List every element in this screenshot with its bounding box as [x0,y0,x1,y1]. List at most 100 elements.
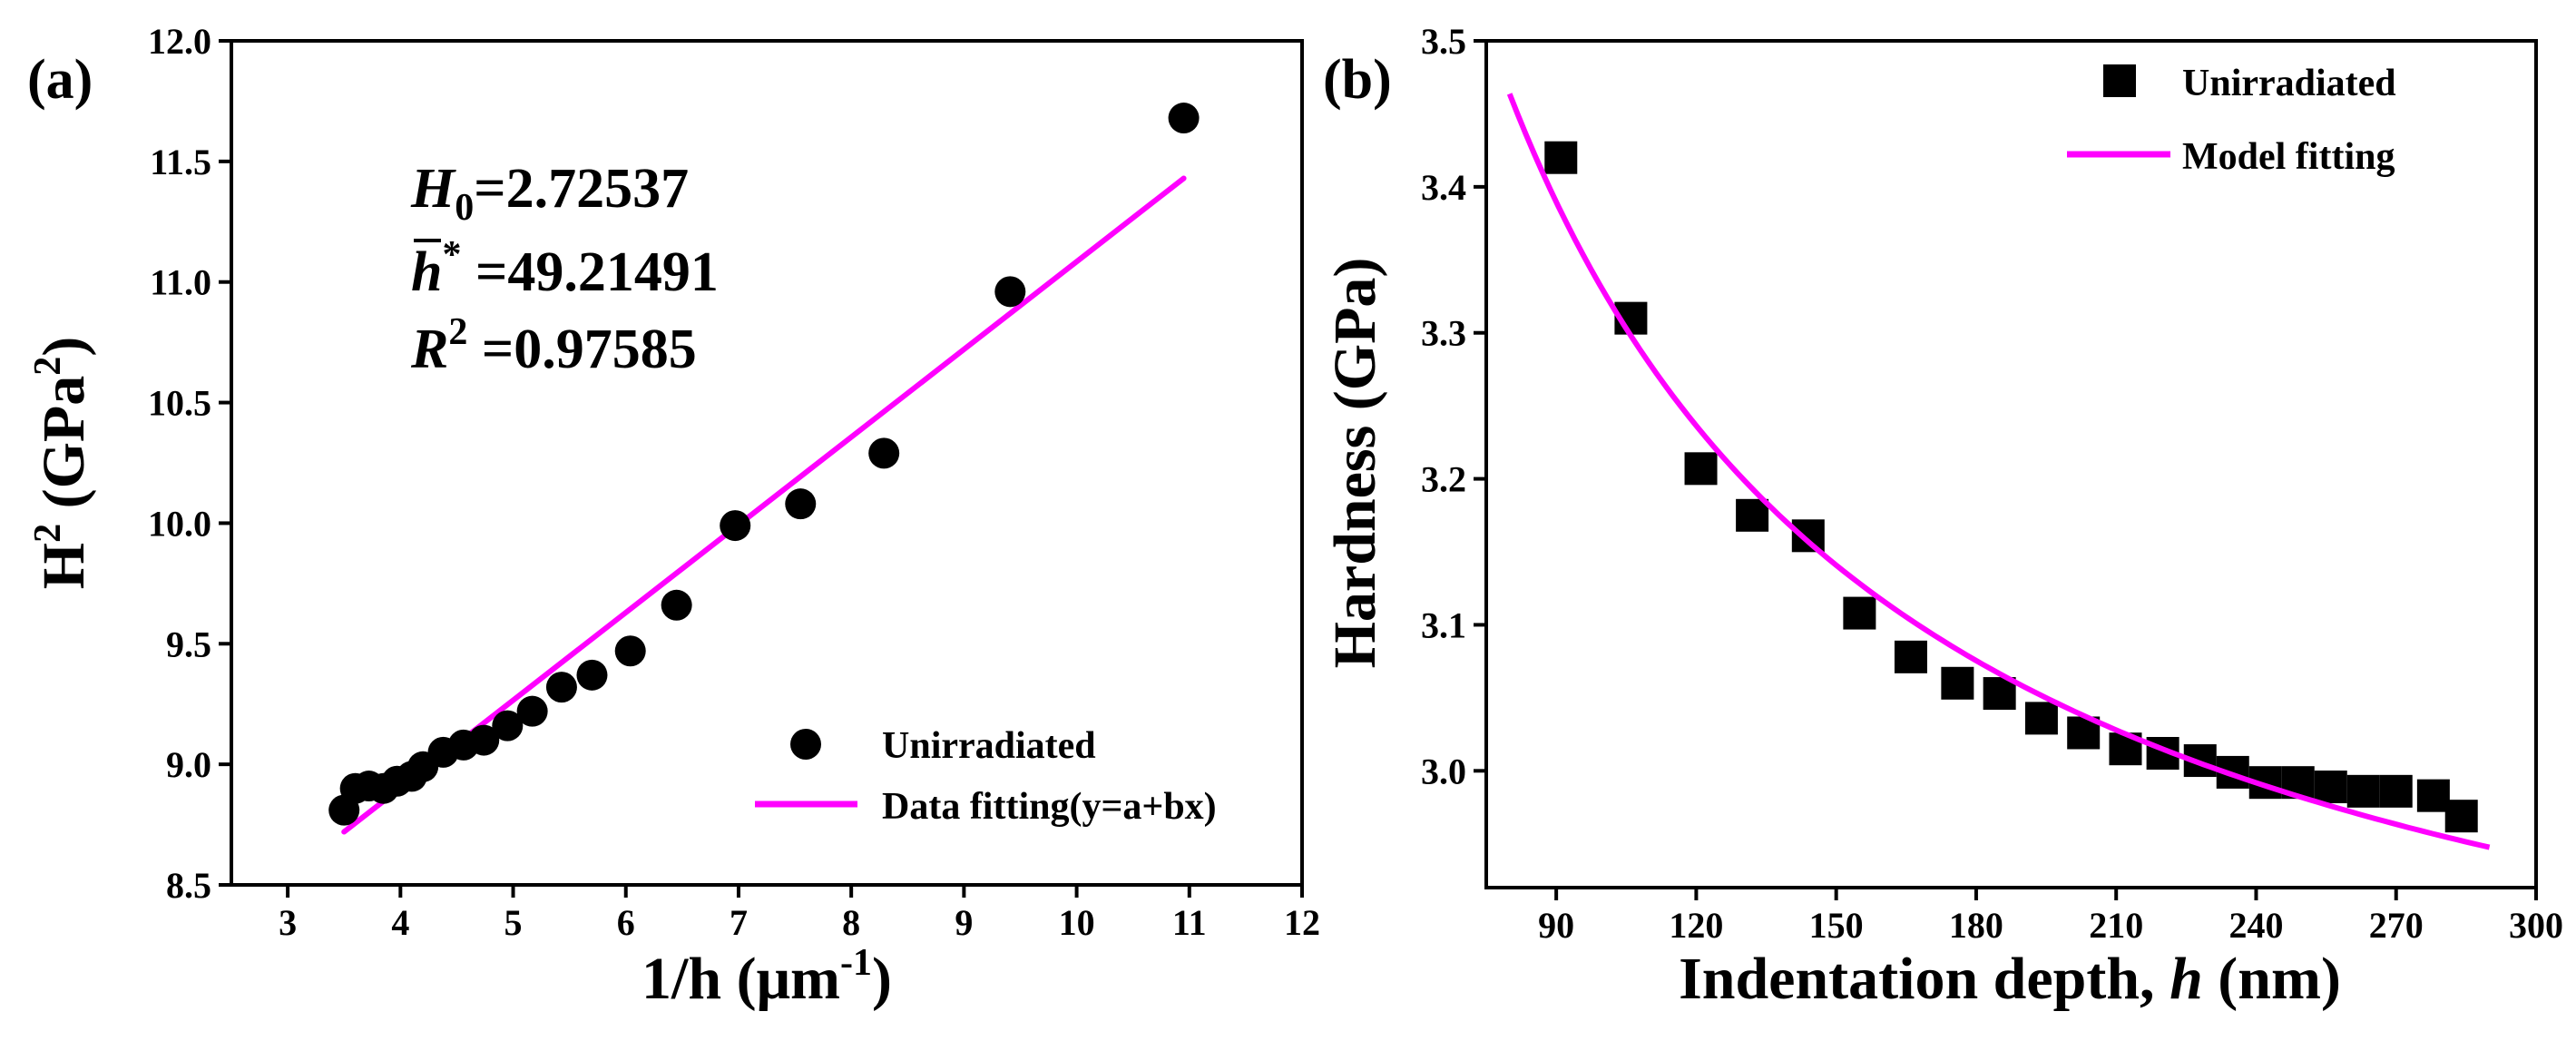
fit-line [341,175,1187,835]
panel-a-x-tick-label: 6 [617,902,635,943]
panel-b-x-tick-label: 120 [1669,905,1723,946]
panel-a-x-ticks: 3 4 5 6 7 8 9 10 11 12 [279,885,1320,943]
data-point [720,510,751,542]
panel-a-legend-marker-circle [790,729,821,760]
annotation-hstar-sup: * [442,234,461,276]
panel-a-legend-label-fitting: Data fitting(y=a+bx) [882,786,1217,828]
panel-a-x-tick-label: 3 [279,902,297,943]
data-point [2444,800,2478,833]
panel-a-x-axis-label-sup: -1 [840,942,872,984]
annotation-hstar: h* =49.21491 [411,234,719,303]
panel-a-x-tick-label: 9 [955,902,973,943]
panel-b-x-tick-label: 210 [2089,905,2143,946]
panel-a-x-tick-label: 11 [1172,902,1207,943]
panel-a-y-axis-label: H2 (GPa2) [27,337,97,589]
panel-b-y-tick-label: 3.5 [1421,21,1466,62]
panel-a-y-tick-label: 11.0 [150,262,211,303]
data-point [614,635,646,667]
annotation-r2-sup: 2 [448,311,467,353]
panel-b-legend-label-unirradiated: Unirradiated [2182,63,2396,104]
data-point [545,672,577,703]
panel-b-x-tick-label: 150 [1809,905,1864,946]
annotation-r2-value: =0.97585 [467,319,696,380]
panel-a-x-tick-label: 4 [391,902,409,943]
annotation-hstar-var: h [411,241,442,303]
panel-b-x-axis-label-var: h [2170,946,2203,1012]
data-point [1843,596,1876,630]
panel-a-legend-label-unirradiated: Unirradiated [882,725,1096,767]
annotation-r2: R2 =0.97585 [410,311,697,380]
data-point [868,437,900,469]
data-point [2314,771,2347,804]
panel-b-x-axis-label-main: Indentation depth, [1679,946,2170,1012]
data-point [492,710,524,741]
annotation-h0: H0=2.72537 [410,158,689,229]
panel-a-legend: Unirradiated Data fitting(y=a+bx) [755,725,1217,828]
panel-b-x-tick-label: 90 [1538,905,1574,946]
annotation-r2-var: R [410,319,448,380]
panel-b-x-tick-label: 240 [2228,905,2283,946]
panel-a-y-ticks: 8.5 9.0 9.5 10.0 10.5 11.0 11.5 12.0 [148,21,231,906]
panel-a-x-axis-label-main: 1/h (μm [642,946,840,1012]
data-point [1736,498,1769,532]
panel-b-series [1506,93,2491,850]
annotation-h0-var: H [410,158,456,220]
panel-a-x-tick-label: 12 [1284,902,1320,943]
panel-a-y-tick-label: 11.5 [150,142,211,182]
panel-b-x-axis-label-end: (nm) [2203,946,2341,1012]
panel-a-y-axis-label-unit: (GPa [31,376,97,524]
panel-a-x-tick-label: 5 [504,902,523,943]
panel-b-legend-label-model: Model fitting [2182,136,2395,178]
data-point [2379,774,2413,808]
panel-a-x-tick-label: 8 [842,902,860,943]
panel-a-y-axis-label-end: ) [31,337,97,357]
data-point [2024,702,2058,735]
annotation-hstar-value: =49.21491 [461,241,718,303]
panel-b-x-tick-label: 180 [1949,905,2003,946]
data-point [2416,779,2450,812]
panel-b-y-tick-label: 3.2 [1421,459,1466,500]
panel-a-y-axis-label-unit-sup: 2 [27,357,69,376]
panel-b-x-ticks: 90 120 150 180 210 240 270 300 [1538,888,2563,946]
panel-a-y-tick-label: 9.0 [166,744,211,785]
panel-a-y-axis-label-main: H [31,543,97,589]
data-point [1168,103,1200,134]
data-point [2346,774,2380,808]
data-point [994,276,1026,308]
panel-b-y-tick-label: 3.3 [1421,313,1466,354]
panel-a-y-tick-label: 10.5 [148,383,211,424]
panel-b-plot-frame [1484,39,2538,889]
annotation-h0-sub: 0 [455,187,474,229]
panel-b-x-tick-label: 270 [2369,905,2424,946]
panel-b-label: (b) [1323,49,1392,111]
annotation-h0-value: =2.72537 [474,158,689,220]
panel-a-y-tick-label: 9.5 [166,624,211,664]
data-point [576,659,608,691]
panel-a-plot-frame [230,39,1304,887]
data-point [1941,666,1974,700]
panel-a-x-axis-label: 1/h (μm-1) [642,942,892,1012]
panel-a-series [328,103,1200,835]
data-point [1684,452,1718,486]
panel-a-annotations: H0=2.72537 h* =49.21491 R2 =0.97585 [410,158,719,380]
data-point [785,488,817,520]
data-point [468,724,500,756]
panel-a-y-tick-label: 10.0 [148,503,211,544]
data-point [1894,640,1927,673]
panel-a-label: (a) [27,49,93,111]
panel-b-y-tick-label: 3.0 [1421,751,1466,791]
panel-a-y-tick-label: 12.0 [148,21,211,62]
panel-a: (a) 3 4 5 6 7 8 9 10 11 12 8.5 9.0 9.5 10.0 10.5 11.0 1… [27,21,1320,1012]
panel-a-y-tick-label: 8.5 [166,865,211,906]
panel-b: (b) 90 120 150 180 210 240 270 300 3.0 3.1 3.2 3.3… [1322,21,2563,1012]
panel-b-y-tick-label: 3.4 [1421,167,1466,208]
data-point [516,695,548,727]
panel-b-y-axis-label: Hardness (GPa) [1322,258,1388,669]
panel-a-y-axis-label-sup: 2 [27,524,69,543]
panel-b-y-tick-label: 3.1 [1421,604,1466,645]
panel-a-x-tick-label: 10 [1059,902,1095,943]
panel-a-x-axis-label-end: ) [872,946,892,1012]
panel-b-y-ticks: 3.0 3.1 3.2 3.3 3.4 3.5 [1421,21,1486,791]
data-point [1544,141,1578,174]
